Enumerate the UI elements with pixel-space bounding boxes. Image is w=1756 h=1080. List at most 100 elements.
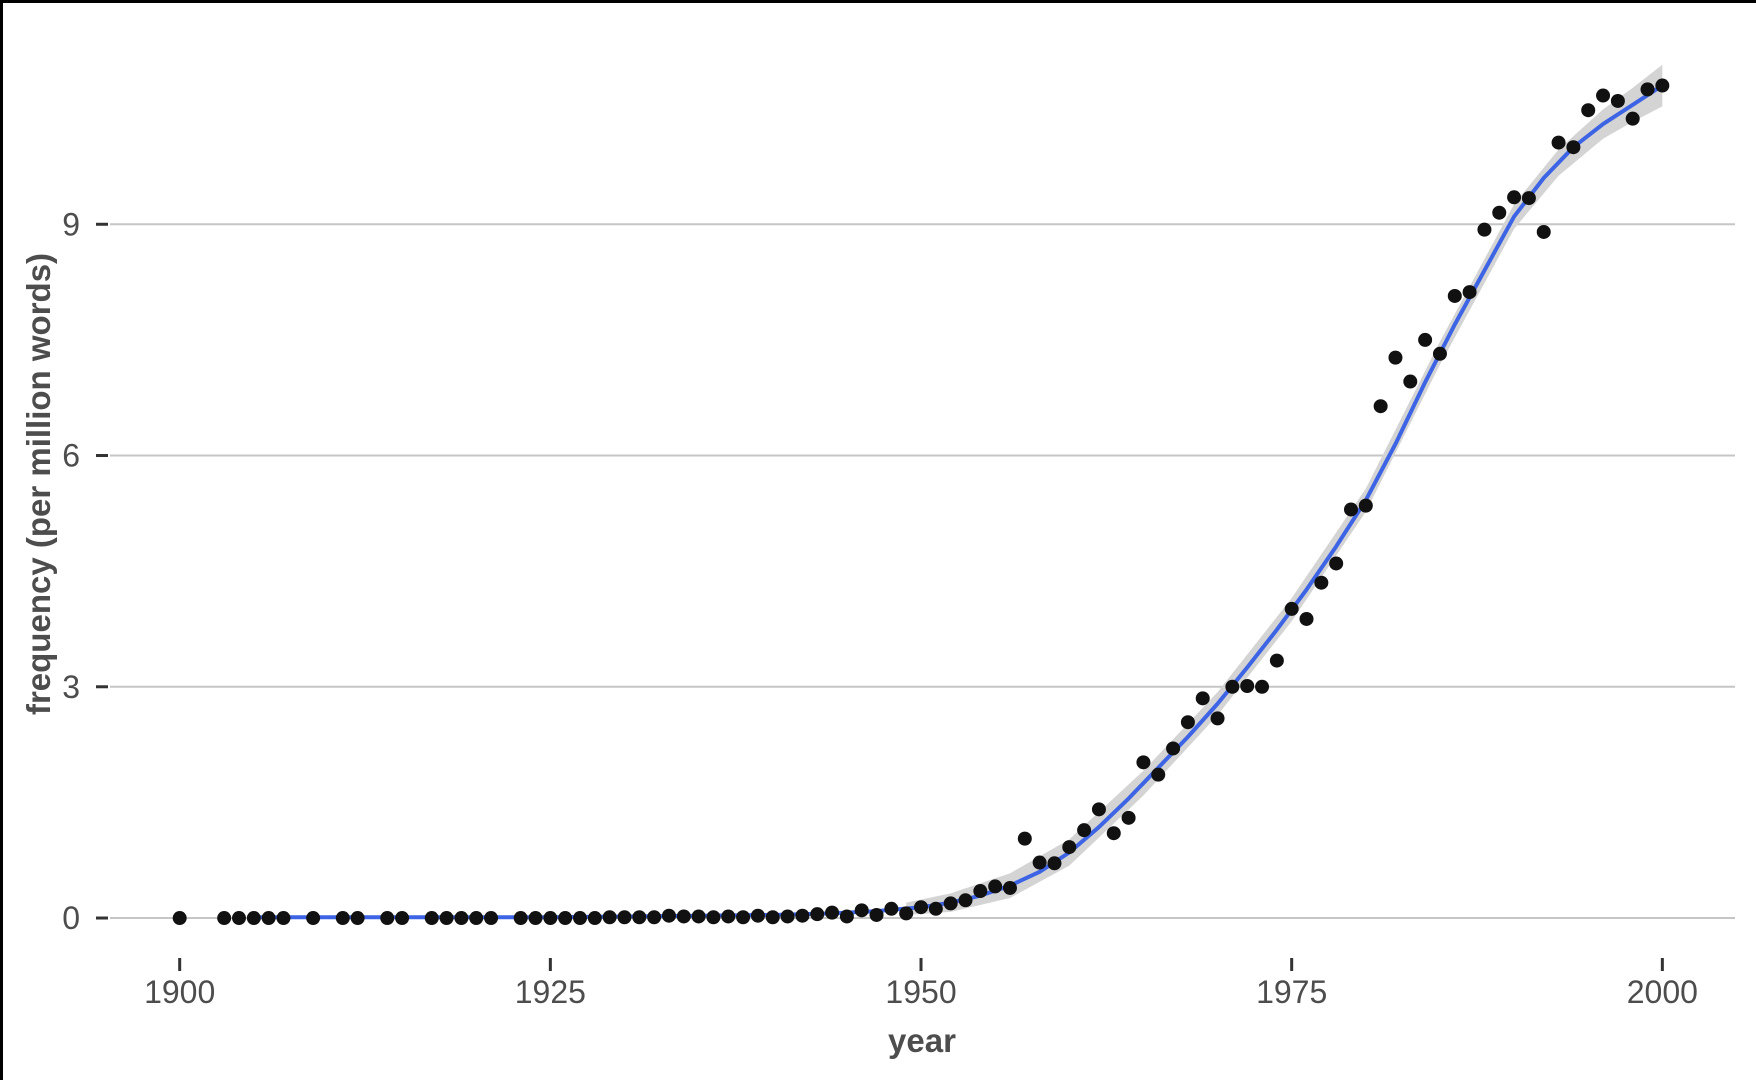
data-point	[943, 896, 958, 911]
data-point	[854, 903, 869, 918]
data-point	[1655, 78, 1670, 93]
data-point	[973, 884, 988, 899]
axis-tick-labels: 0 3 6 9 1900 1925 1950 1975 2000	[62, 206, 1698, 1010]
data-point	[1610, 93, 1625, 108]
data-point	[780, 909, 795, 924]
data-point	[246, 911, 261, 926]
data-point	[395, 911, 410, 926]
data-point	[528, 911, 543, 926]
data-point	[231, 911, 246, 926]
data-point	[750, 908, 765, 923]
data-point	[661, 908, 676, 923]
data-point	[691, 909, 706, 924]
x-axis-title: year	[888, 1022, 956, 1059]
data-point	[1255, 679, 1270, 694]
x-tick-label: 1900	[144, 974, 215, 1010]
data-point	[1002, 880, 1017, 895]
data-point	[1047, 856, 1062, 871]
data-point	[1507, 190, 1522, 205]
data-point	[1225, 679, 1240, 694]
data-point	[676, 909, 691, 924]
data-point	[617, 910, 632, 925]
data-point	[1121, 810, 1136, 825]
data-point	[1106, 826, 1121, 841]
data-point	[454, 911, 469, 926]
data-point	[587, 911, 602, 926]
data-point	[513, 911, 528, 926]
data-point	[1388, 350, 1403, 365]
data-point	[1284, 601, 1299, 616]
data-point	[1521, 191, 1536, 206]
x-tick-label: 2000	[1627, 974, 1698, 1010]
data-point	[1477, 222, 1492, 237]
data-point	[810, 907, 825, 922]
data-point	[795, 908, 810, 923]
data-points	[172, 78, 1670, 926]
data-point	[543, 911, 558, 926]
data-point	[1596, 88, 1611, 103]
data-point	[839, 909, 854, 924]
data-point	[469, 911, 484, 926]
data-point	[765, 910, 780, 925]
axis-ticks	[96, 222, 1664, 971]
data-point	[276, 911, 291, 926]
data-point	[602, 910, 617, 925]
data-point	[1180, 715, 1195, 730]
y-tick-label: 3	[62, 669, 80, 705]
data-point	[1240, 679, 1255, 693]
data-point	[1625, 111, 1640, 126]
data-point	[721, 909, 736, 924]
data-point	[1017, 831, 1032, 846]
data-point	[380, 911, 395, 926]
data-point	[1373, 399, 1388, 414]
data-point	[573, 911, 588, 926]
data-point	[736, 910, 751, 925]
data-point	[1462, 285, 1477, 300]
data-point	[558, 911, 573, 926]
data-point	[1581, 103, 1596, 118]
data-point	[1492, 205, 1507, 220]
x-tick-label: 1975	[1256, 974, 1327, 1010]
data-point	[1432, 346, 1447, 361]
data-point	[261, 911, 276, 926]
data-point	[1136, 755, 1151, 770]
data-point	[1195, 691, 1210, 706]
data-point	[958, 893, 973, 908]
data-point	[350, 911, 365, 926]
data-point	[884, 901, 899, 916]
data-point	[1091, 802, 1106, 817]
data-point	[1403, 374, 1418, 389]
data-point	[899, 906, 914, 921]
data-point	[1640, 82, 1655, 97]
data-point	[1062, 840, 1077, 855]
data-point	[1418, 332, 1433, 347]
x-tick-label: 1925	[515, 974, 586, 1010]
y-tick-label: 0	[62, 900, 80, 936]
data-point	[172, 911, 187, 926]
data-point	[1210, 711, 1225, 726]
data-point	[1314, 575, 1329, 590]
data-point	[1269, 653, 1284, 668]
x-tick-label: 1950	[885, 974, 956, 1010]
data-point	[484, 911, 499, 926]
data-point	[424, 911, 439, 926]
y-tick-label: 6	[62, 438, 80, 474]
data-point	[1551, 135, 1566, 150]
data-point	[439, 911, 454, 926]
data-point	[914, 900, 929, 915]
top-border	[0, 0, 1756, 3]
data-point	[1151, 767, 1166, 782]
data-point	[928, 901, 943, 916]
data-point	[1032, 855, 1047, 870]
data-point	[1536, 224, 1551, 239]
data-point	[1166, 741, 1181, 756]
data-point	[1447, 288, 1462, 303]
data-point	[869, 907, 884, 922]
data-point	[706, 910, 721, 925]
data-point	[1329, 556, 1344, 571]
data-point	[1358, 498, 1373, 513]
confidence-ribbon	[906, 64, 1663, 915]
